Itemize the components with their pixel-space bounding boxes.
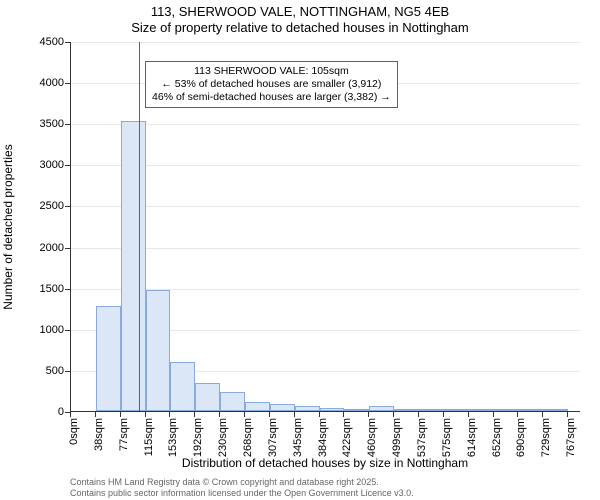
x-tick-mark (169, 412, 170, 417)
x-tick-label: 345sqm (292, 418, 304, 457)
histogram-bar (195, 383, 220, 411)
x-tick-label: 575sqm (441, 418, 453, 457)
x-tick-label: 38sqm (93, 418, 105, 451)
footer-line2: Contains public sector information licen… (70, 488, 414, 498)
histogram-bar (170, 362, 195, 411)
y-tick-label: 4500 (4, 36, 64, 48)
histogram-bar (444, 409, 469, 411)
y-tick-label: 3500 (4, 118, 64, 130)
y-tick-label: 4000 (4, 77, 64, 89)
histogram-bar (494, 409, 519, 411)
x-tick-label: 230sqm (217, 418, 229, 457)
histogram-bar (121, 121, 146, 411)
y-tick-label: 1500 (4, 283, 64, 295)
x-tick-label: 614sqm (466, 418, 478, 457)
histogram-bar (518, 409, 543, 411)
x-tick-label: 537sqm (416, 418, 428, 457)
x-tick-label: 499sqm (391, 418, 403, 457)
x-tick-label: 652sqm (491, 418, 503, 457)
y-tick-label: 500 (4, 365, 64, 377)
histogram-bar (320, 408, 345, 411)
histogram-bar (270, 404, 295, 411)
x-tick-mark (70, 412, 71, 417)
x-tick-mark (145, 412, 146, 417)
x-tick-mark (269, 412, 270, 417)
y-tick-label: 1000 (4, 324, 64, 336)
x-axis-label: Distribution of detached houses by size … (70, 456, 580, 470)
x-tick-mark (368, 412, 369, 417)
x-tick-mark (194, 412, 195, 417)
x-tick-label: 767sqm (565, 418, 577, 457)
x-tick-label: 0sqm (68, 418, 80, 445)
x-tick-label: 153sqm (167, 418, 179, 457)
x-tick-label: 460sqm (366, 418, 378, 457)
histogram-bar (220, 392, 245, 411)
x-tick-mark (393, 412, 394, 417)
y-tick-label: 2500 (4, 200, 64, 212)
y-tick-label: 0 (4, 406, 64, 418)
grid-line (71, 248, 580, 249)
y-tick-label: 3000 (4, 159, 64, 171)
x-tick-mark (95, 412, 96, 417)
chart-title: 113, SHERWOOD VALE, NOTTINGHAM, NG5 4EB … (0, 0, 600, 37)
x-tick-label: 690sqm (515, 418, 527, 457)
histogram-bar (394, 409, 419, 411)
histogram-bar (344, 409, 369, 411)
histogram-bar (369, 406, 394, 411)
y-axis: 050010001500200025003000350040004500 (0, 42, 70, 412)
histogram-bar (469, 409, 494, 411)
x-tick-label: 729sqm (540, 418, 552, 457)
x-tick-mark (468, 412, 469, 417)
grid-line (71, 42, 580, 43)
title-line1: 113, SHERWOOD VALE, NOTTINGHAM, NG5 4EB (0, 4, 600, 20)
x-tick-mark (493, 412, 494, 417)
x-tick-label: 192sqm (192, 418, 204, 457)
x-tick-label: 384sqm (317, 418, 329, 457)
annotation-line1: 113 SHERWOOD VALE: 105sqm (152, 65, 391, 78)
x-tick-mark (542, 412, 543, 417)
annotation-line2: ← 53% of detached houses are smaller (3,… (152, 78, 391, 91)
footer-line1: Contains HM Land Registry data © Crown c… (70, 477, 414, 487)
grid-line (71, 165, 580, 166)
x-tick-mark (120, 412, 121, 417)
x-tick-mark (343, 412, 344, 417)
grid-line (71, 124, 580, 125)
histogram-bar (295, 406, 320, 411)
x-tick-mark (517, 412, 518, 417)
x-tick-mark (294, 412, 295, 417)
footer-attribution: Contains HM Land Registry data © Crown c… (70, 477, 414, 498)
x-tick-label: 115sqm (143, 418, 155, 456)
plot-area: 113 SHERWOOD VALE: 105sqm ← 53% of detac… (70, 42, 580, 412)
x-tick-label: 268sqm (242, 418, 254, 457)
grid-line (71, 206, 580, 207)
x-tick-mark (319, 412, 320, 417)
x-tick-mark (244, 412, 245, 417)
marker-line (139, 42, 140, 411)
x-tick-mark (443, 412, 444, 417)
x-tick-mark (567, 412, 568, 417)
y-tick-label: 2000 (4, 242, 64, 254)
x-tick-label: 307sqm (267, 418, 279, 457)
histogram-bar (245, 402, 270, 411)
x-tick-label: 422sqm (341, 418, 353, 457)
histogram-bar (146, 290, 171, 411)
x-tick-mark (219, 412, 220, 417)
histogram-bar (419, 409, 444, 411)
x-tick-label: 77sqm (118, 418, 130, 451)
chart-container: 113, SHERWOOD VALE, NOTTINGHAM, NG5 4EB … (0, 0, 600, 500)
x-tick-mark (418, 412, 419, 417)
annotation-line3: 46% of semi-detached houses are larger (… (152, 91, 391, 104)
title-line2: Size of property relative to detached ho… (0, 20, 600, 36)
histogram-bar (96, 306, 121, 411)
annotation-box: 113 SHERWOOD VALE: 105sqm ← 53% of detac… (145, 61, 398, 108)
histogram-bar (543, 409, 568, 411)
